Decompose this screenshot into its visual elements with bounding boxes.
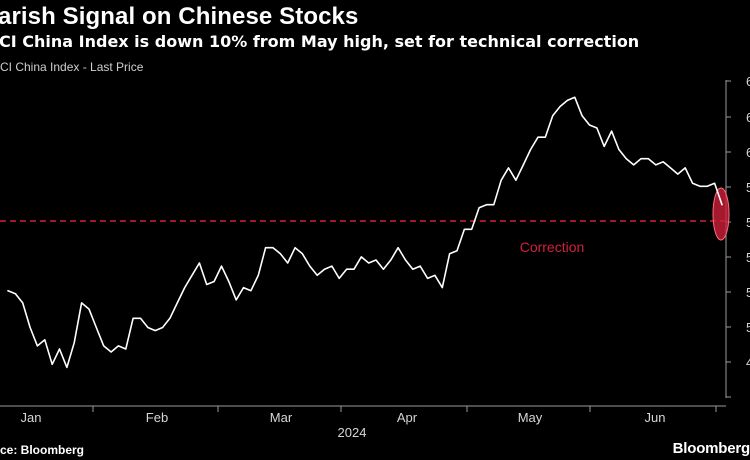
bloomberg-logo: Bloomberg: [672, 440, 750, 457]
y-tick-label: 5: [746, 180, 750, 195]
x-tick-label: Mar: [270, 410, 293, 425]
x-tick-label: Apr: [397, 410, 418, 425]
y-tick-label: 6: [746, 145, 750, 160]
y-tick-label: 5: [746, 320, 750, 335]
x-tick-label: Jun: [645, 410, 666, 425]
x-year-label: 2024: [338, 425, 367, 440]
y-tick-label: 5: [746, 215, 750, 230]
y-tick-label: 4: [746, 355, 750, 370]
source-note: ce: Bloomberg: [0, 443, 85, 457]
x-tick-label: Feb: [146, 410, 168, 425]
y-tick-label: 6: [746, 110, 750, 125]
annotation-label: Correction: [520, 239, 585, 255]
x-tick-label: May: [518, 410, 543, 425]
y-tick-label: 5: [746, 250, 750, 265]
x-tick-label: Jan: [21, 410, 42, 425]
series-line: [7, 96, 723, 369]
y-tick-label: 5: [746, 285, 750, 300]
chart-subtitle: CI China Index is down 10% from May high…: [0, 32, 640, 51]
chart-title: arish Signal on Chinese Stocks: [0, 3, 359, 30]
y-tick-label: 6: [746, 74, 750, 89]
correction-highlight: [712, 187, 730, 241]
legend-series-label: CI China Index - Last Price: [0, 60, 144, 74]
